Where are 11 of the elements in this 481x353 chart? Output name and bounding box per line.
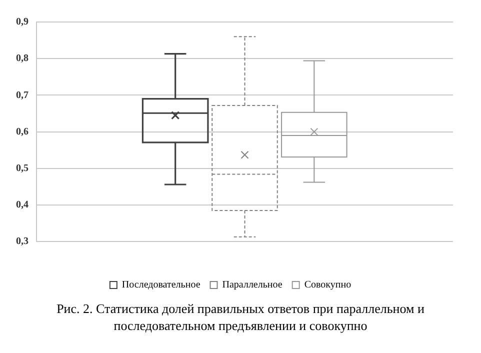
y-tick-label: 0,5 — [16, 162, 28, 174]
y-tick-label: 0,9 — [16, 16, 28, 28]
y-tick-label: 0,8 — [16, 53, 28, 64]
text: Рис. 2. Статистика долей правильных ответов при параллельном и последовательном предъявлении и совокупно — [56, 300, 426, 334]
y-tick-label: 0,6 — [16, 126, 28, 138]
legend-label: Совокупно — [304, 280, 352, 291]
y-tick-label: 0,4 — [16, 200, 28, 211]
y-tick-label: 0,7 — [16, 90, 28, 101]
legend-label: Параллельное — [222, 280, 283, 291]
legend-label: Последовательное — [122, 280, 201, 291]
y-tick-label: 0,3 — [16, 236, 28, 248]
